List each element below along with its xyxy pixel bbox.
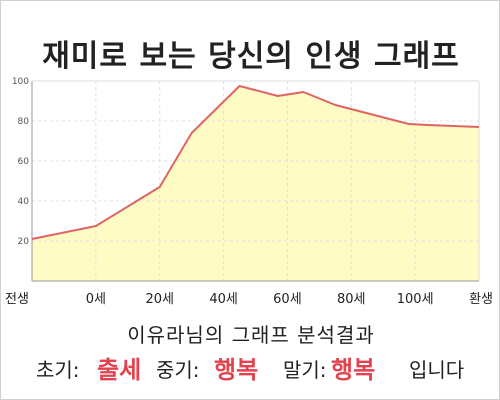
life-graph-chart: 20 40 60 80 100 전생 0세 20세 40세 60세 80세 100세 환생 xyxy=(5,77,493,307)
x-tick-label: 전생 xyxy=(5,292,29,307)
x-tick-label: 20세 xyxy=(145,292,174,307)
analysis-result: 초기: 출세 중기: 행복 말기: 행복 입니다 xyxy=(1,348,500,384)
y-tick-label: 40 xyxy=(18,197,30,207)
series-line xyxy=(31,85,480,240)
chart-title: 재미로 보는 당신의 인생 그래프 xyxy=(42,39,460,74)
late-value: 행복 xyxy=(331,356,376,384)
mid-label: 중기: xyxy=(156,358,200,382)
early-label: 초기: xyxy=(36,358,80,382)
early-value: 출세 xyxy=(97,356,142,384)
x-tick-label: 환생 xyxy=(469,292,493,307)
x-tick-label: 100세 xyxy=(397,292,434,307)
ending-text: 입니다 xyxy=(409,358,465,382)
area-fill xyxy=(32,86,479,281)
y-tick-label: 80 xyxy=(18,117,30,127)
y-tick-label: 20 xyxy=(18,237,30,247)
x-tick-label: 80세 xyxy=(337,292,366,307)
analysis-subtitle: 이유라님의 그래프 분석결과 xyxy=(127,323,375,347)
x-tick-label: 40세 xyxy=(209,292,238,307)
x-tick-label: 0세 xyxy=(86,292,106,307)
y-tick-label: 60 xyxy=(18,157,30,167)
x-tick-label: 60세 xyxy=(273,292,302,307)
y-tick-label: 100 xyxy=(12,77,29,87)
mid-value: 행복 xyxy=(214,356,259,384)
late-label: 말기: xyxy=(283,358,327,382)
